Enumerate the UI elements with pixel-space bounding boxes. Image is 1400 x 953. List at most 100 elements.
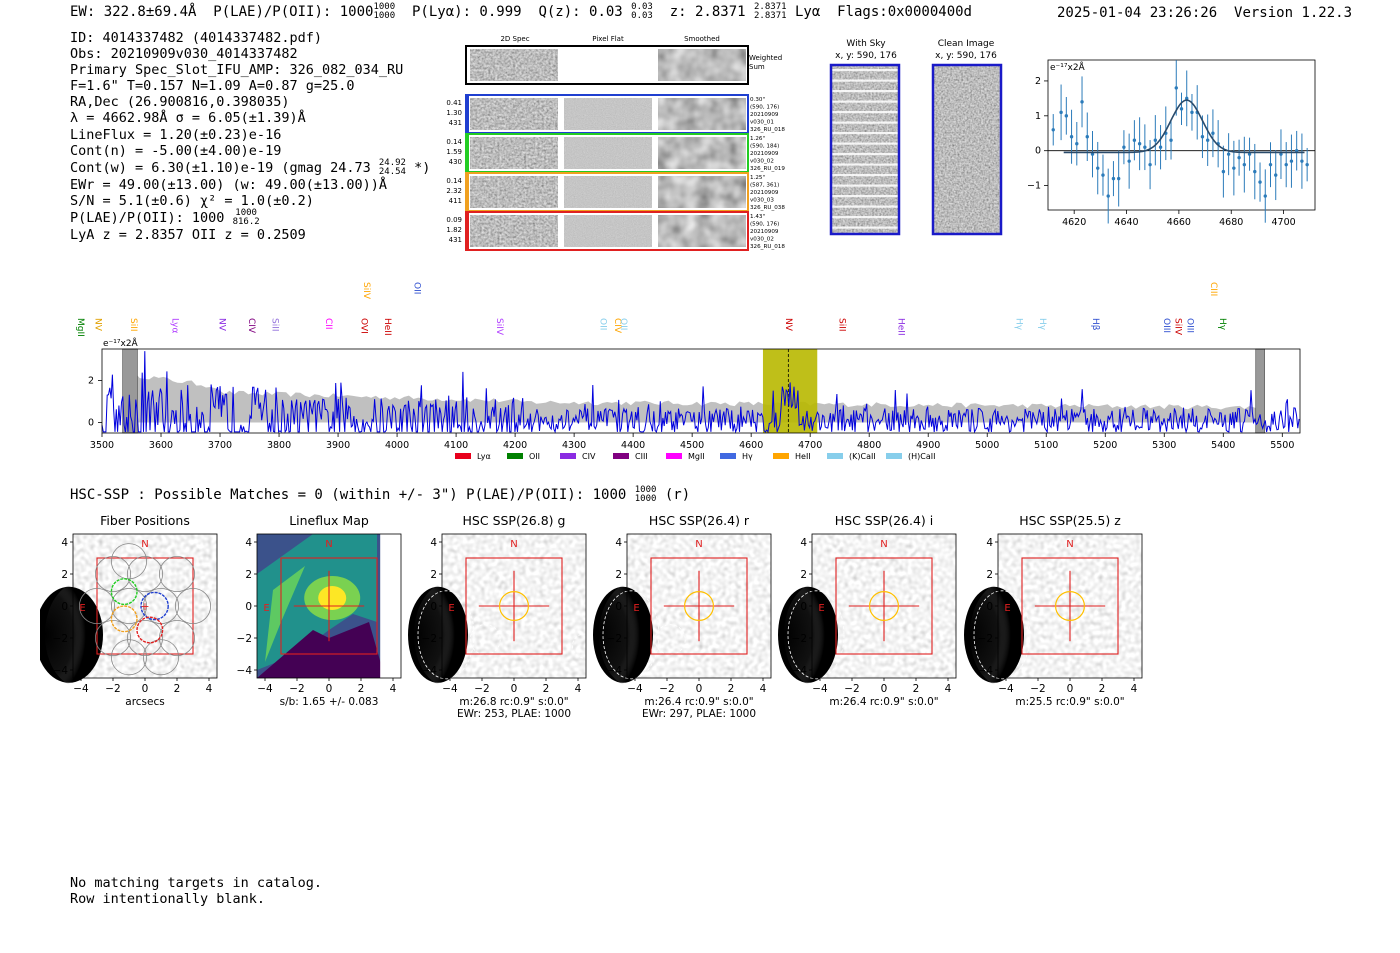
- cutout-row: 0.41 1.30 431 0.30" (590, 176)20210909 v030_0…: [446, 94, 785, 134]
- cutout-right-label: (590, 184): [750, 144, 779, 150]
- footer-line-2: Row intentionally blank.: [70, 890, 266, 907]
- summary-header: EW: 322.8±69.4Å P(LAE)/P(OII): 10001000 1…: [70, 3, 972, 21]
- spectrum-xtick-label: 4100: [444, 440, 468, 451]
- sky-stripe: [831, 216, 899, 219]
- sky-stripe: [831, 205, 899, 208]
- zoom-point: [1294, 148, 1299, 153]
- zoom-point: [1122, 145, 1126, 149]
- north-label: N: [510, 539, 517, 550]
- hsc-xtick-label: 0: [881, 683, 888, 695]
- info-obs: Obs: 20210909v030_4014337482: [70, 46, 298, 63]
- spectrum-xtick-label: 4000: [385, 440, 409, 451]
- ew-value: EW: 322.8±69.4Å: [70, 4, 197, 20]
- gmag-hi: 24.92: [378, 157, 406, 168]
- zoom-point: [1075, 142, 1079, 146]
- z-line: Lyα: [794, 4, 821, 20]
- with-sky-coords: x, y: 590, 176: [835, 51, 897, 61]
- spectral-line-label: Lyα: [169, 318, 179, 334]
- spectrum-xtick-label: 3700: [208, 440, 232, 451]
- sky-stripe: [831, 174, 899, 177]
- east-label: E: [79, 603, 85, 614]
- legend-label: CIII: [635, 452, 648, 461]
- zoom-point: [1111, 176, 1116, 181]
- spectral-line-label: CIII: [1208, 282, 1218, 296]
- qz-value: Q(z): 0.03: [538, 4, 623, 20]
- cutout-pixelflat: [564, 137, 652, 169]
- cutout-row-color-bar: [466, 95, 469, 133]
- hsc-ytick-label: −4: [53, 665, 69, 677]
- hsc-xtick-label: −4: [257, 683, 273, 695]
- zoom-point: [1090, 152, 1095, 156]
- info-fwhm: F=1.6" T=0.157 N=1.09 A=0.87 g=25.0: [70, 78, 355, 95]
- hsc-title-end: (r): [664, 487, 691, 503]
- plya-value: P(Lyα): 0.999: [412, 4, 522, 20]
- hsc-ytick-label: 4: [615, 537, 622, 549]
- search-box: [465, 557, 563, 655]
- hsc-title-hi: 1000: [634, 485, 657, 495]
- cutout-pixelflat: [564, 215, 652, 247]
- spectral-line-label: OII: [597, 318, 607, 330]
- fiber-footprint: [127, 556, 164, 593]
- col-title-smoothed: Smoothed: [684, 35, 720, 43]
- qz-lo: 0.03: [631, 11, 653, 21]
- legend-swatch: [773, 453, 789, 459]
- spectral-line-label: CIV: [612, 318, 622, 334]
- hsc-xtick-label: −4: [627, 683, 643, 695]
- cutout-right-label: 1.25": [750, 175, 765, 181]
- legend-label: HeII: [795, 452, 811, 461]
- spectrum-xtick-label: 3900: [326, 440, 350, 451]
- hsc-xtick-label: 4: [575, 683, 582, 695]
- hsc-title: HSC-SSP : Possible Matches = 0 (within +…: [70, 486, 690, 504]
- spectrum-trace: [101, 351, 1300, 434]
- hsc-xtick-label: 0: [1067, 683, 1074, 695]
- flags-value: Flags:0x0000400d: [837, 4, 972, 20]
- zoom-point: [1258, 180, 1262, 184]
- fiber-footprint: [111, 588, 148, 625]
- spectrum-xtick-label: 5100: [1034, 440, 1058, 451]
- info-contw: Cont(w) = 6.30(±1.10)e-19 (gmag 24.73: [70, 159, 371, 176]
- search-box: [96, 557, 194, 655]
- cutout-right-label: (590, 176): [750, 105, 779, 111]
- hsc-caption: m:26.8 rc:0.9" s:0.0": [459, 696, 568, 708]
- galaxy-halo: [970, 582, 1038, 687]
- hsc-xtick-label: −2: [659, 683, 674, 695]
- spectral-line-label: OVI: [358, 318, 368, 334]
- hsc-xtick-label: −4: [998, 683, 1014, 695]
- cutout-2dspec: [470, 176, 558, 208]
- zoom-point: [1289, 159, 1294, 163]
- hsc-ytick-label: 2: [430, 569, 437, 581]
- clean-image-coords: x, y: 590, 176: [935, 51, 997, 61]
- svg-text:Sum: Sum: [749, 63, 765, 71]
- zoom-point: [1242, 162, 1247, 167]
- cutout-right-label: 20210909: [750, 112, 779, 118]
- search-box: [650, 557, 748, 655]
- hsc-xtick-label: 2: [1099, 683, 1106, 695]
- z-value: z: 2.8371: [669, 4, 746, 20]
- hsc-xtick-label: 0: [142, 683, 149, 695]
- cutout-smoothed: [658, 137, 746, 169]
- hsc-xtick-label: −2: [474, 683, 489, 695]
- zoom-point: [1205, 138, 1210, 142]
- plae-lo: 1000: [373, 11, 396, 21]
- info-lineflux: LineFlux = 1.20(±0.23)e-16: [70, 126, 282, 143]
- cutout-left-label: 2.32: [446, 187, 462, 195]
- spectral-line-label: OIII: [1161, 318, 1171, 333]
- north-label: N: [695, 539, 702, 550]
- cutout-row: 0.14 1.59 430 1.26" (590, 184)20210909 v030_0…: [446, 133, 785, 173]
- north-label: N: [141, 539, 148, 550]
- fiber-footprint: [159, 556, 196, 593]
- plae-value: P(LAE)/P(OII): 1000: [213, 4, 374, 20]
- zoom-point: [1232, 166, 1236, 170]
- cutout-left-label: 1.82: [446, 226, 462, 234]
- spectral-line-label: SiIV: [1173, 318, 1183, 336]
- hsc-ytick-label: 4: [245, 537, 252, 549]
- spectral-line-label: OIII: [1184, 318, 1194, 333]
- zoom-point: [1096, 166, 1100, 170]
- sky-stripe: [831, 163, 899, 166]
- fiber-footprint: [111, 639, 148, 676]
- hsc-xtick-label: −2: [289, 683, 304, 695]
- zoom-point: [1274, 173, 1278, 177]
- cutout-left-label: 430: [449, 158, 462, 166]
